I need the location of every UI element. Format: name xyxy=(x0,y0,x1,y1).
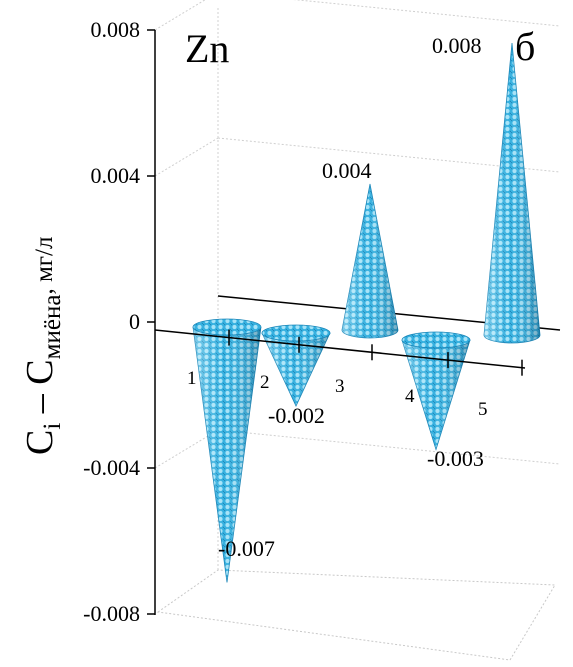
gridline-back xyxy=(217,429,561,465)
cone-cap xyxy=(261,324,331,342)
cones xyxy=(192,42,541,583)
element-label: Zn xyxy=(185,26,229,71)
front-baseline xyxy=(154,329,526,369)
y-tick-label: -0.008 xyxy=(83,601,140,626)
gridline-side xyxy=(154,0,206,31)
cone-1 xyxy=(192,318,262,583)
ylabel-unit: , мг/л xyxy=(31,237,58,295)
category-label: 2 xyxy=(260,372,270,393)
data-labels: -0.007 -0.002 0.004 -0.003 0.008 xyxy=(218,33,484,561)
y-tick-label: 0.004 xyxy=(91,163,141,188)
svg-text:Ci – Cмиёна, мг/л: Ci – Cмиёна, мг/л xyxy=(19,237,66,455)
ylabel-sub-ref: миёна xyxy=(39,295,66,360)
y-tick-label: 0.008 xyxy=(91,17,141,42)
cone-shading xyxy=(193,327,261,583)
data-label: -0.007 xyxy=(218,536,275,561)
panel-label: б xyxy=(515,24,535,69)
category-axis: 1 2 3 4 5 xyxy=(187,329,523,420)
category-label: 3 xyxy=(335,376,345,397)
y-ticks: 0.008 0.004 0 -0.004 -0.008 xyxy=(83,17,155,626)
cone-shading xyxy=(402,340,470,450)
category-label: 4 xyxy=(405,386,415,407)
gridline-back xyxy=(293,0,561,27)
cone-3 xyxy=(341,183,399,339)
chart-floor xyxy=(156,569,556,661)
y-tick-label: 0 xyxy=(129,309,140,334)
cone-4 xyxy=(401,331,471,451)
y-axis-title: Ci – Cмиёна, мг/л xyxy=(19,237,66,455)
cone-5 xyxy=(483,42,541,344)
gridlines xyxy=(154,0,561,469)
cone-shading xyxy=(484,43,540,343)
cone-cap xyxy=(401,331,471,349)
data-label: 0.004 xyxy=(322,158,372,183)
ylabel-dash-c: – C xyxy=(19,359,61,422)
cone-shading xyxy=(262,333,330,406)
data-label: -0.002 xyxy=(268,403,325,428)
category-label: 5 xyxy=(478,399,488,420)
y-tick-label: -0.004 xyxy=(83,455,140,480)
data-label: -0.003 xyxy=(427,446,484,471)
cone-cap xyxy=(192,318,262,336)
gridline-side xyxy=(154,137,219,177)
gridline-back xyxy=(217,137,561,173)
data-label: 0.008 xyxy=(432,33,482,58)
cone-2 xyxy=(261,324,331,407)
cone-shading xyxy=(342,184,398,338)
ylabel-c: C xyxy=(19,430,61,455)
ylabel-sub-i: i xyxy=(39,423,66,430)
category-label: 1 xyxy=(187,368,197,389)
